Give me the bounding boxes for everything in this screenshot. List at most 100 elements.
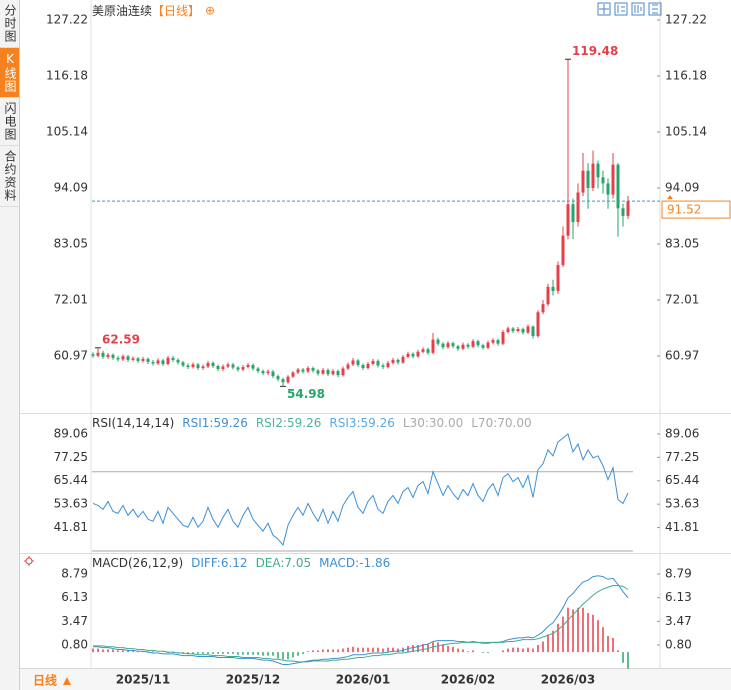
candle-body: [191, 364, 195, 368]
y-tick-label: 83.05: [54, 237, 88, 251]
legend-item: DEA:7.05: [256, 556, 312, 570]
last-price-label: 91.52: [667, 203, 701, 217]
last-price-arrow: [667, 195, 673, 200]
y-tick-label-right: 65.44: [665, 473, 699, 487]
candle-body: [386, 362, 390, 368]
candle-body: [286, 376, 290, 383]
y-tick-label: 65.44: [54, 473, 88, 487]
candle-body: [106, 354, 110, 357]
candle-body: [166, 357, 170, 364]
last-price-box: [661, 200, 731, 219]
candle-body: [206, 362, 210, 367]
candle-body: [426, 349, 430, 353]
candle-body: [221, 366, 225, 370]
sidebar-tab[interactable]: 分时图: [0, 0, 19, 48]
candle-body: [446, 343, 450, 348]
candle-body: [151, 361, 155, 364]
candle-body: [311, 368, 315, 371]
tool-button[interactable]: [614, 2, 628, 16]
candle-body: [441, 343, 445, 348]
x-tick-label: 2025/12: [226, 673, 280, 687]
settings-icon[interactable]: [25, 557, 33, 565]
candle-body: [336, 371, 340, 376]
candle-body: [256, 368, 260, 372]
period-arrow[interactable]: [63, 677, 71, 685]
candle-body: [96, 352, 100, 356]
candle-body: [596, 163, 600, 178]
candle-body: [146, 358, 150, 362]
y-tick-label: 89.06: [54, 426, 88, 440]
macd-line: [93, 584, 629, 663]
candle-body: [321, 370, 325, 374]
candle-body: [431, 339, 435, 353]
candle-body: [581, 170, 585, 193]
candle-body: [406, 353, 410, 357]
candle-body: [491, 340, 495, 343]
candle-body: [456, 346, 460, 349]
legend-item: RSI1:59.26: [182, 416, 248, 430]
candle-body: [161, 360, 165, 364]
candle-body: [91, 354, 95, 356]
y-tick-label: 94.09: [54, 181, 88, 195]
candle-body: [461, 344, 465, 349]
candle-body: [466, 344, 470, 347]
candle-body: [511, 328, 515, 332]
candle-body: [351, 360, 355, 365]
period-button[interactable]: 日线: [33, 673, 57, 688]
candle-body: [176, 359, 180, 363]
candle-body: [231, 364, 235, 368]
sidebar-tab[interactable]: 合约资料: [0, 146, 19, 207]
candle-body: [611, 164, 615, 195]
candle-body: [566, 204, 570, 236]
candle-body: [416, 351, 420, 357]
chart-subtitle: 【日线】: [152, 4, 200, 18]
candle-body: [201, 366, 205, 369]
y-tick-label-right: 41.81: [665, 520, 699, 534]
candle-body: [556, 265, 560, 291]
candle-body: [366, 363, 370, 369]
candle-body: [291, 372, 295, 377]
legend-item: DIFF:6.12: [191, 556, 247, 570]
y-tick-label-right: 6.13: [665, 590, 692, 604]
candle-body: [341, 368, 345, 376]
chart-title: 美原油连续: [92, 3, 152, 18]
candle-body: [541, 304, 545, 313]
candle-body: [561, 235, 565, 266]
y-tick-label: 8.79: [61, 567, 88, 581]
sidebar-tab[interactable]: K线图: [0, 48, 19, 98]
candle-body: [246, 364, 250, 368]
candle-body: [501, 332, 505, 344]
x-tick-label: 2026/03: [541, 673, 595, 687]
tool-button[interactable]: [631, 2, 645, 16]
candle-body: [621, 208, 625, 216]
legend-item: MACD:-1.86: [319, 556, 390, 570]
candle-body: [526, 326, 530, 333]
legend-item: RSI2:59.26: [256, 416, 322, 430]
y-tick-label: 105.14: [46, 124, 88, 138]
y-tick-label-right: 53.63: [665, 497, 699, 511]
legend-item: L30:30.00: [403, 416, 463, 430]
candle-body: [216, 366, 220, 370]
candle-body: [601, 177, 605, 184]
candle-body: [156, 360, 160, 364]
candle-body: [551, 286, 555, 291]
extreme-label: 62.59: [102, 332, 140, 346]
y-tick-label-right: 89.06: [665, 426, 699, 440]
candle-body: [101, 352, 105, 357]
tool-button[interactable]: [597, 2, 611, 16]
sidebar-tab[interactable]: 闪电图: [0, 98, 19, 146]
candle-body: [371, 360, 375, 364]
candle-body: [476, 341, 480, 346]
y-tick-label-right: 72.01: [665, 293, 699, 307]
tool-button[interactable]: [648, 2, 662, 16]
x-tick-label: 2026/01: [336, 673, 390, 687]
y-tick-label: 3.47: [61, 614, 88, 628]
candle-body: [181, 362, 185, 366]
candle-body: [376, 360, 380, 366]
y-tick-label: 116.18: [46, 69, 88, 83]
candle-body: [251, 364, 255, 369]
candle-body: [576, 192, 580, 222]
extreme-label: 119.48: [572, 44, 618, 58]
